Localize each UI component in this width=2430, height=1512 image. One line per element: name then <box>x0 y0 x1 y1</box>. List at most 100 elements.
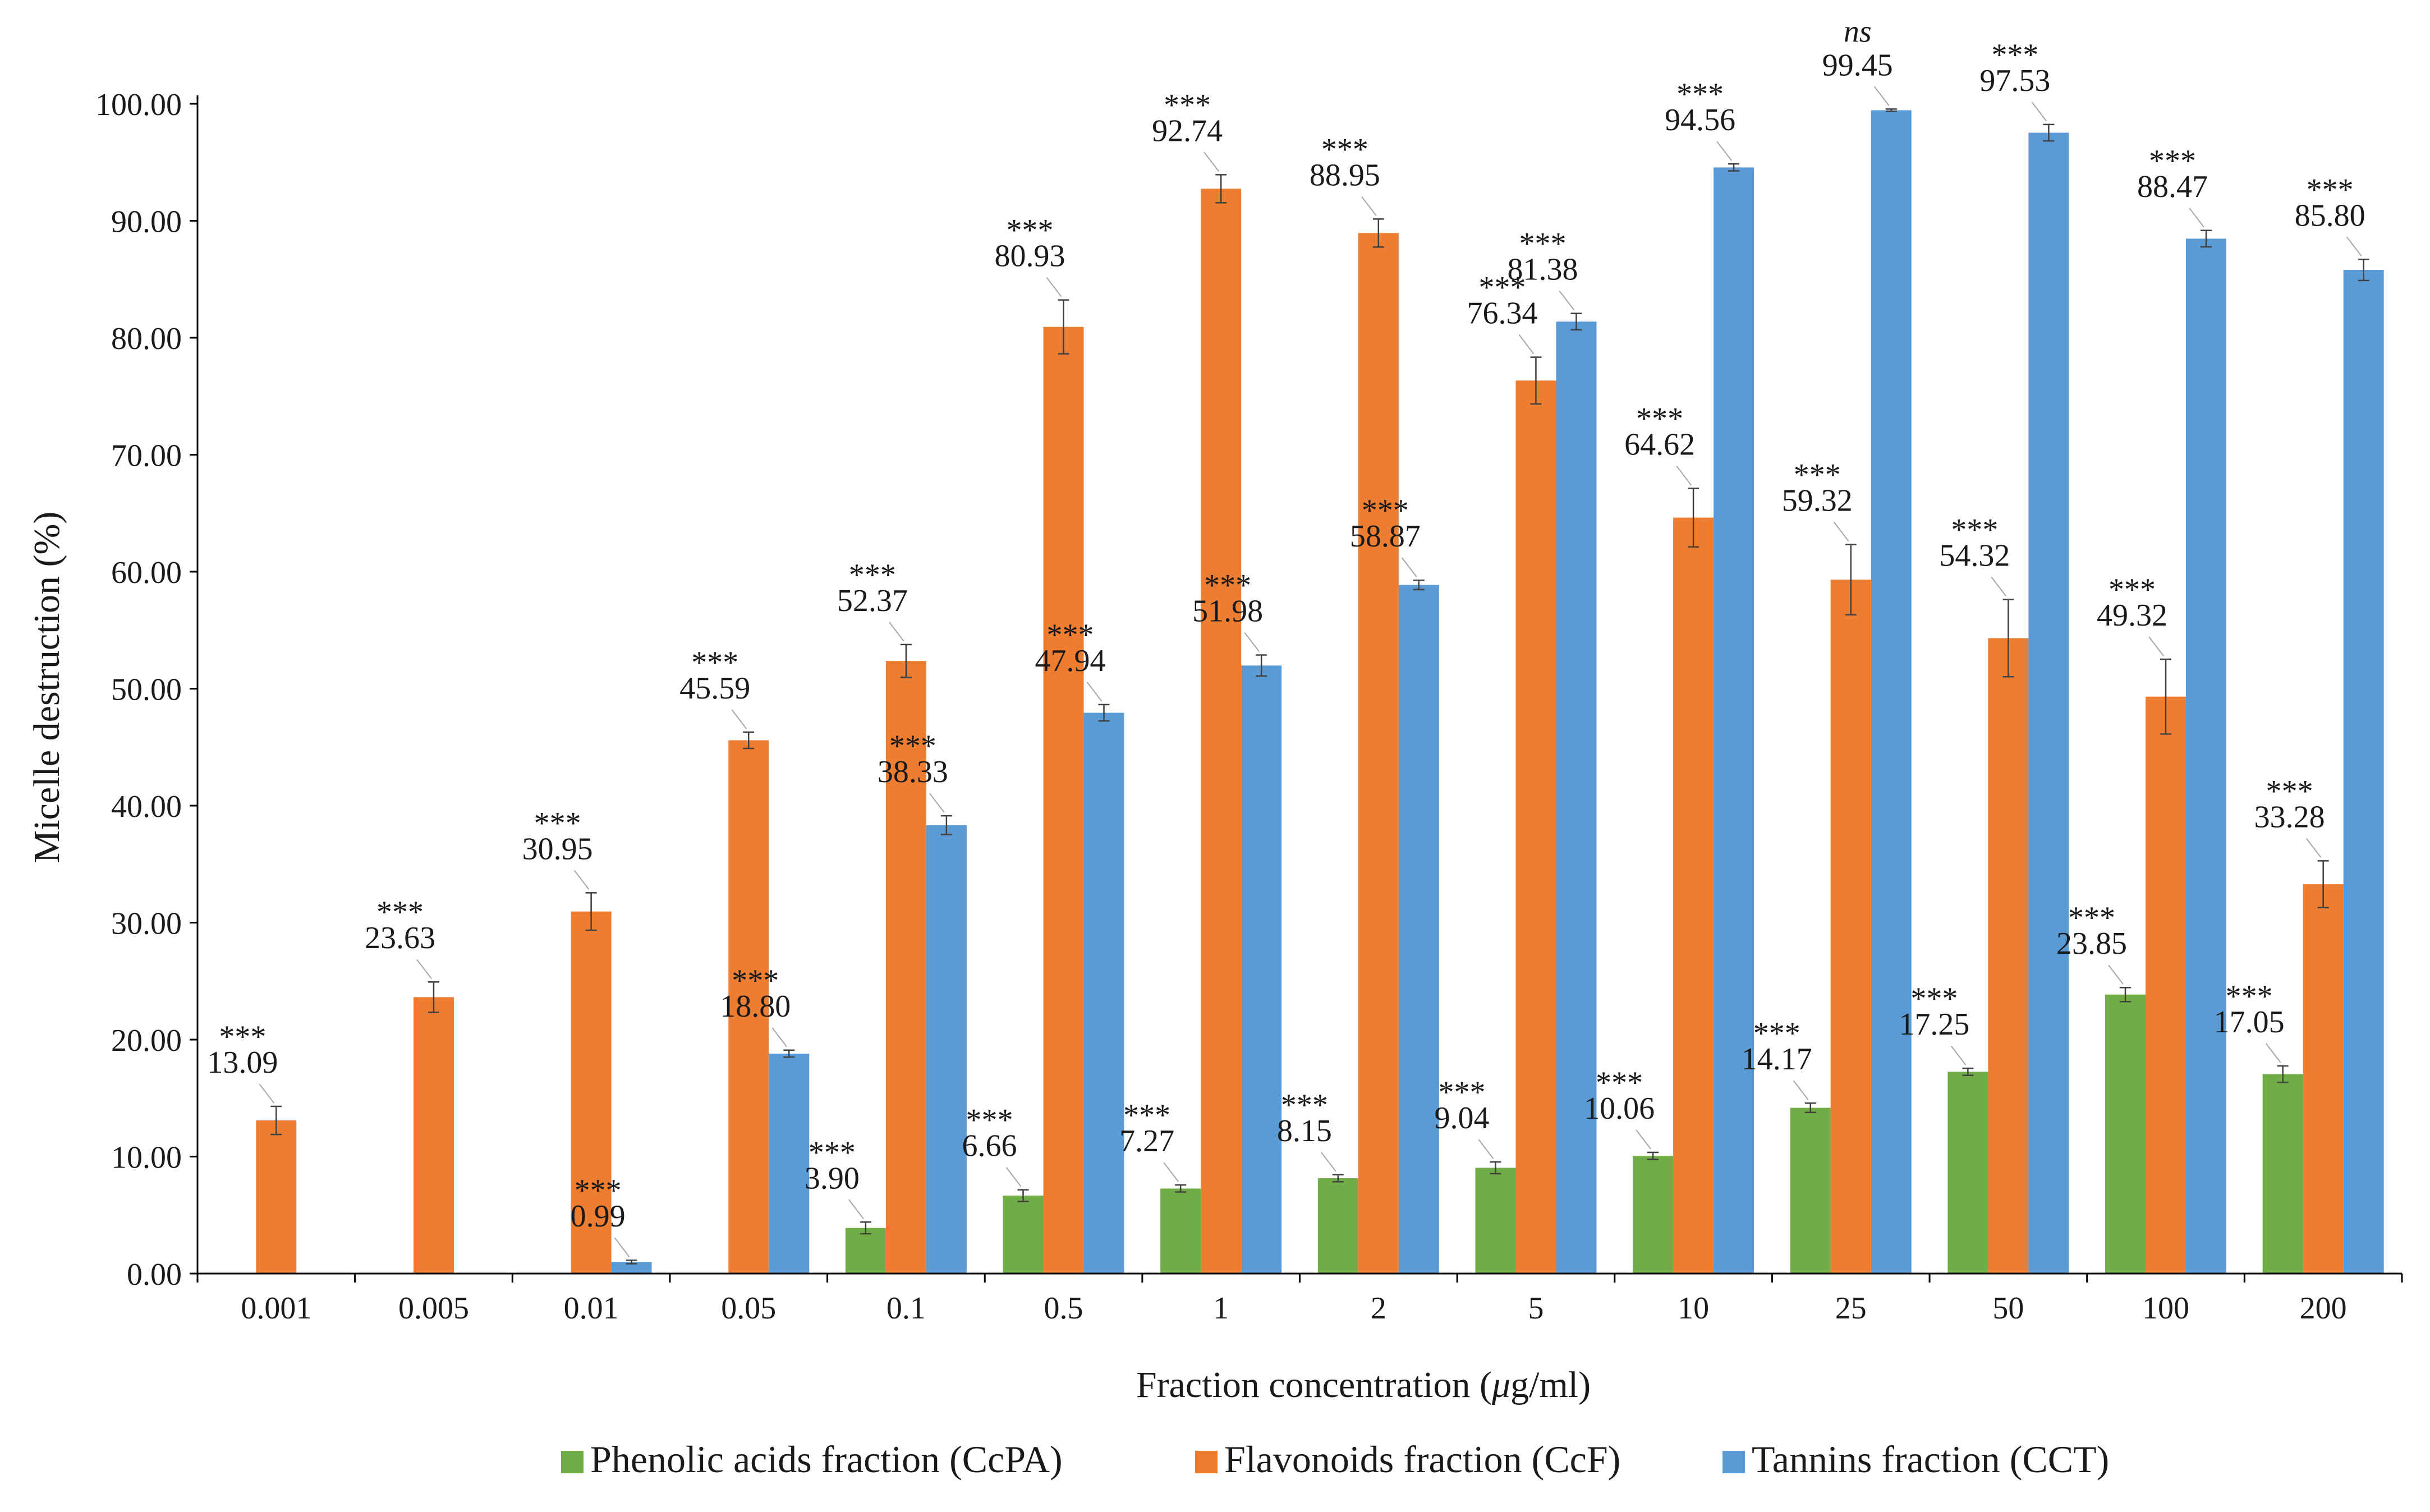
label-leader-line <box>2305 838 2322 858</box>
data-label: 88.95 <box>1310 158 1380 192</box>
significance-label: *** <box>1951 513 1998 548</box>
data-label: 64.62 <box>1624 428 1695 462</box>
label-leader-line <box>1950 1045 1967 1065</box>
label-leader-line <box>771 1027 788 1047</box>
significance-label: *** <box>849 558 896 592</box>
data-label: 45.59 <box>679 671 750 706</box>
bar <box>728 740 769 1274</box>
data-label: 17.05 <box>2214 1005 2285 1040</box>
x-tick-label: 10 <box>1678 1291 1709 1326</box>
data-label: 59.32 <box>1782 484 1853 518</box>
significance-label: *** <box>1991 38 2038 72</box>
data-label: 49.32 <box>2097 598 2167 633</box>
significance-label: *** <box>2109 572 2156 607</box>
significance-label: *** <box>219 1019 266 1054</box>
bar <box>769 1054 810 1274</box>
significance-label: *** <box>966 1103 1013 1138</box>
data-label: 54.32 <box>1939 539 2010 573</box>
bar <box>1043 327 1084 1274</box>
label-leader-line <box>731 709 747 729</box>
legend-swatch <box>561 1451 584 1473</box>
data-label: 38.33 <box>878 755 948 789</box>
y-tick-label: 20.00 <box>111 1023 182 1058</box>
data-label: 52.37 <box>837 583 908 618</box>
data-label: 0.99 <box>571 1199 626 1234</box>
label-leader-line <box>1636 1129 1651 1150</box>
label-leader-line <box>1321 1152 1336 1172</box>
label-leader-line <box>614 1237 630 1257</box>
label-leader-line <box>1518 334 1535 355</box>
significance-label: *** <box>1478 270 1526 305</box>
bar <box>926 825 967 1274</box>
data-label: 47.94 <box>1035 644 1106 678</box>
x-tick-label: 0.05 <box>721 1291 776 1326</box>
significance-label: *** <box>1753 1016 1800 1051</box>
bar <box>413 997 454 1274</box>
significance-label: *** <box>809 1135 856 1170</box>
label-leader-line <box>1716 141 1732 161</box>
bar <box>1317 1178 1358 1274</box>
label-leader-line <box>1086 682 1103 702</box>
significance-label: *** <box>2226 979 2273 1014</box>
legend: Phenolic acids fraction (CcPA) Flavonoids… <box>561 1438 2109 1481</box>
bar <box>2303 884 2344 1274</box>
legend-swatch <box>1722 1451 1745 1473</box>
bar <box>1790 1107 1831 1274</box>
label-leader-line <box>2189 208 2204 228</box>
bar <box>885 661 926 1274</box>
data-label: 76.34 <box>1467 296 1537 331</box>
significance-label: *** <box>1123 1098 1170 1133</box>
label-leader-line <box>889 622 904 642</box>
x-tick-label: 0.1 <box>886 1291 926 1326</box>
label-leader-line <box>1203 151 1219 172</box>
data-label: 7.27 <box>1119 1124 1174 1159</box>
x-tick-label: 200 <box>2300 1291 2347 1326</box>
bar <box>2262 1074 2303 1274</box>
label-leader-line <box>1559 291 1575 311</box>
significance-label: *** <box>1794 458 1841 493</box>
bar <box>2343 270 2384 1274</box>
data-label: 14.17 <box>1742 1042 1812 1077</box>
label-leader-line <box>2265 1043 2281 1063</box>
y-tick-label: 10.00 <box>111 1141 182 1175</box>
y-tick-label: 50.00 <box>111 673 182 707</box>
label-leader-line <box>1873 86 1890 106</box>
legend-label: Tannins fraction (CCT) <box>1752 1438 2109 1481</box>
bar <box>2105 994 2146 1274</box>
y-tick-label: 60.00 <box>111 555 182 590</box>
bar <box>1673 517 1714 1274</box>
bar <box>1475 1168 1516 1274</box>
significance-label: *** <box>1321 132 1368 167</box>
bar <box>1241 665 1282 1274</box>
significance-label: *** <box>2307 172 2354 207</box>
significance-label: *** <box>1281 1088 1328 1123</box>
x-tick-label: 0.5 <box>1044 1291 1083 1326</box>
data-label: 94.56 <box>1665 103 1735 137</box>
bar <box>1003 1196 1044 1274</box>
bar <box>571 911 612 1274</box>
data-label: 80.93 <box>995 239 1065 274</box>
data-label: 6.66 <box>962 1129 1017 1164</box>
label-leader-line <box>1005 1167 1022 1187</box>
bar <box>1633 1156 1674 1274</box>
data-label: 33.28 <box>2254 799 2325 834</box>
label-leader-line <box>1478 1139 1494 1159</box>
significance-label: *** <box>2266 774 2313 808</box>
bar <box>1398 585 1439 1274</box>
significance-label: *** <box>1596 1065 1643 1100</box>
data-label: 51.98 <box>1192 594 1263 628</box>
data-label: 13.09 <box>207 1045 278 1080</box>
significance-label: *** <box>376 895 424 930</box>
bar <box>1515 380 1556 1274</box>
data-label: 81.38 <box>1507 252 1578 287</box>
x-tick-label: 50 <box>1992 1291 2024 1326</box>
label-leader-line <box>929 793 945 813</box>
bar <box>1556 321 1597 1274</box>
y-tick-label: 90.00 <box>111 205 182 240</box>
significance-label: *** <box>2149 144 2196 178</box>
x-tick-label: 5 <box>1528 1291 1544 1326</box>
legend-swatch <box>1195 1451 1218 1473</box>
significance-label: *** <box>889 729 936 764</box>
bar <box>2186 238 2227 1274</box>
significance-label: *** <box>1636 402 1683 436</box>
